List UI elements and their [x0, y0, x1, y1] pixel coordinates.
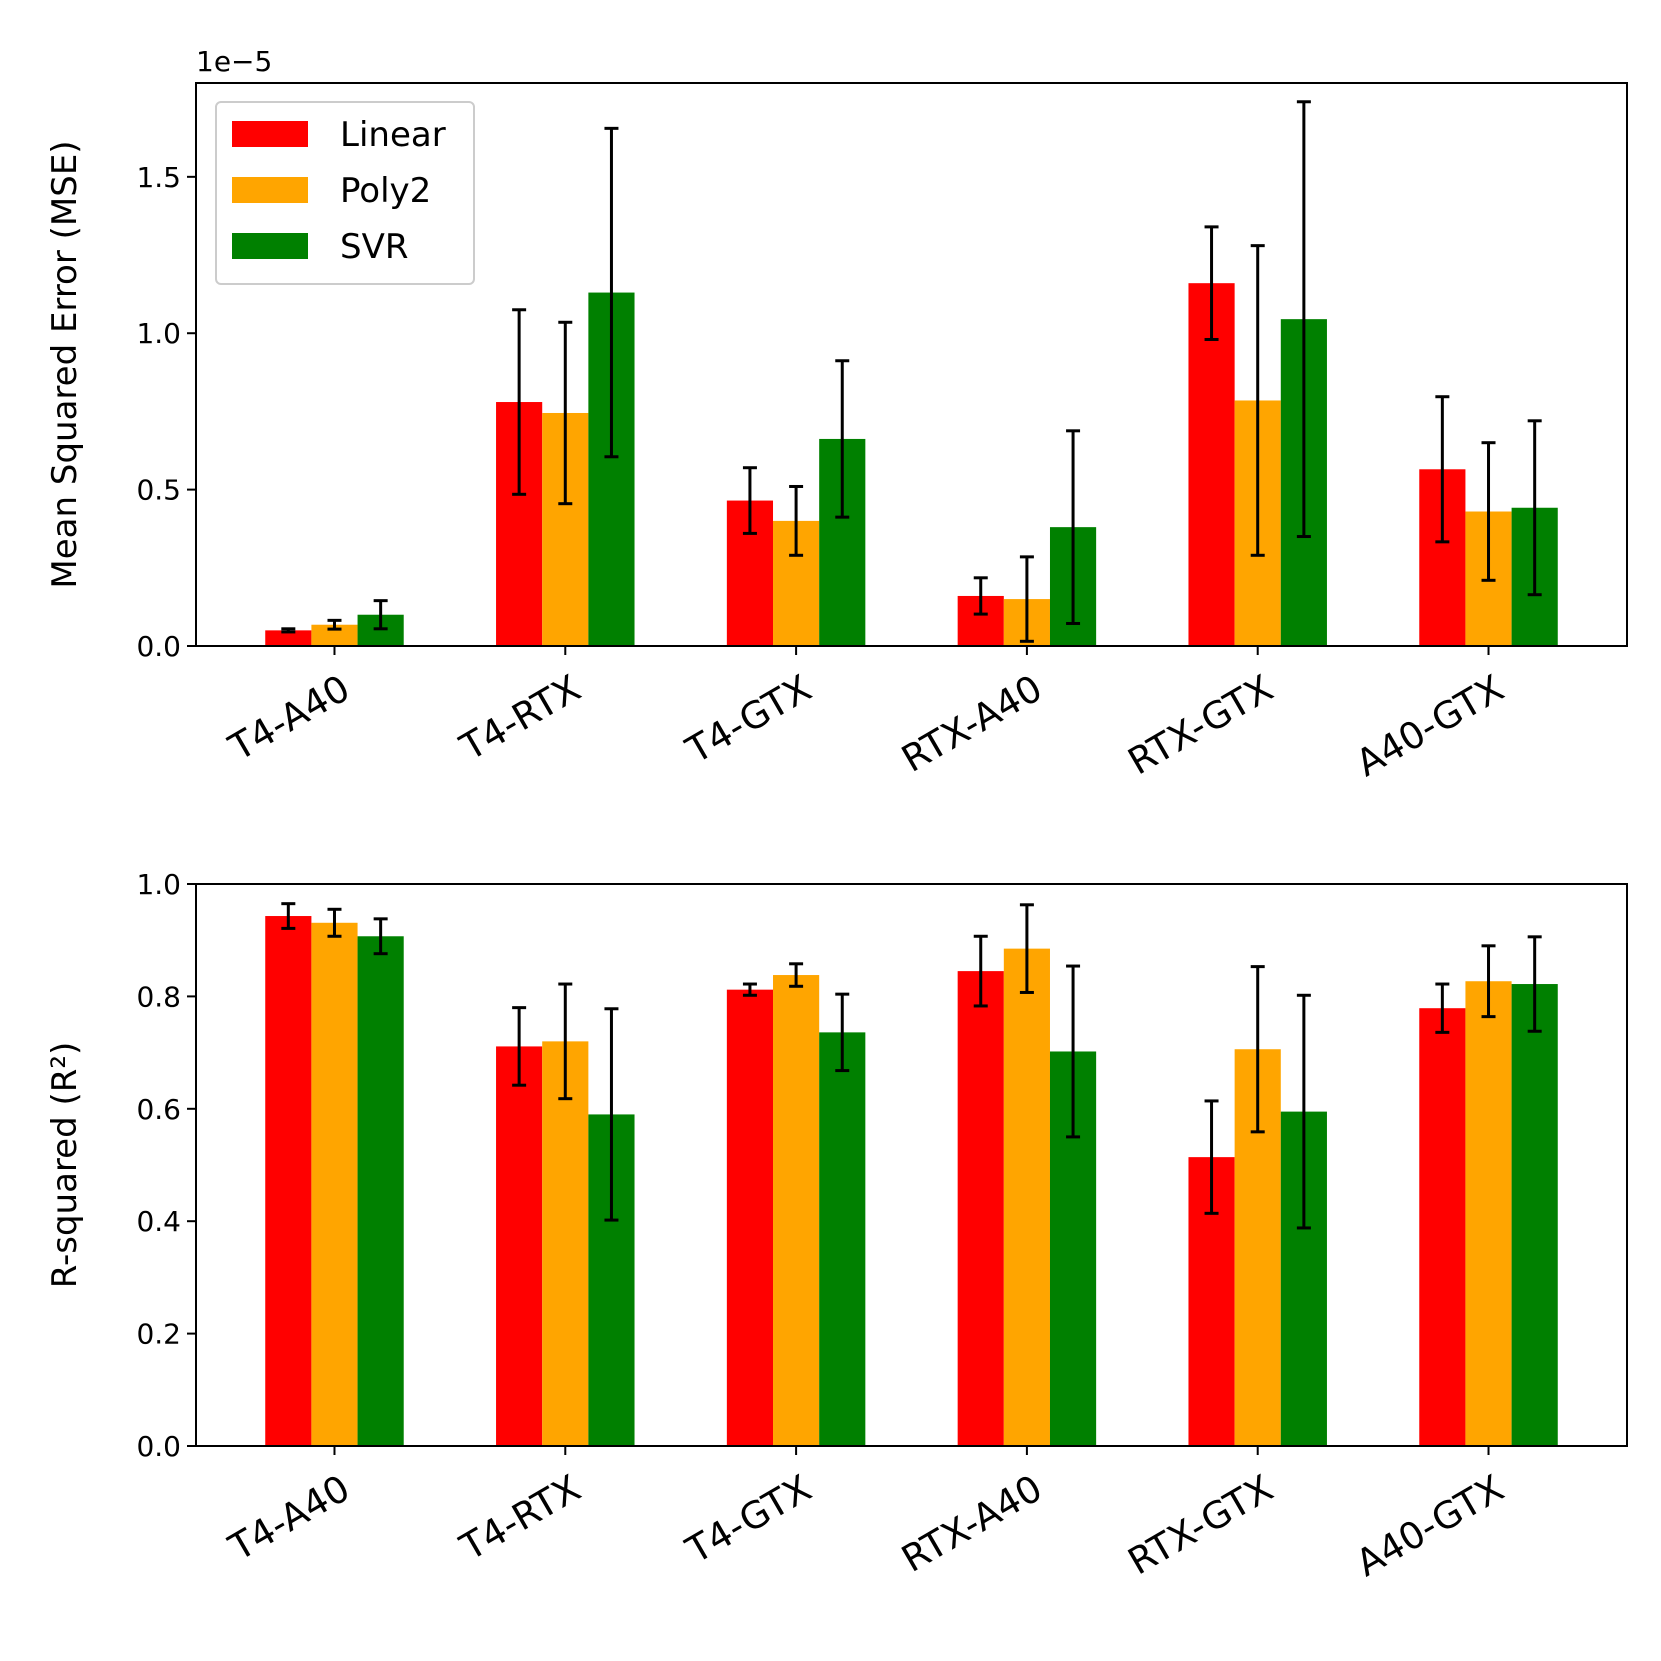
plot-frame — [195, 82, 1628, 647]
axis-offset-label: 1e−5 — [196, 45, 272, 78]
bar-poly2-t4-rtx — [542, 1041, 589, 1446]
legend-swatch-poly2 — [232, 177, 308, 203]
x-tick-label: T4-RTX — [452, 667, 587, 770]
r2-chart: 0.0 0.2 0.4 0.6 0.8 1.0 T4-A40 T4-RTX T4-GTX RTX-… — [45, 868, 1628, 1585]
error-bar-svr-rtx-a40 — [1066, 964, 1081, 1139]
bar-poly2-t4-a40 — [311, 624, 358, 646]
error-bar-linear-rtx-a40 — [973, 576, 988, 616]
legend-swatch-svr — [232, 233, 308, 259]
error-bar-svr-a40-gtx — [1527, 935, 1542, 1033]
x-tick-label: T4-A40 — [221, 1467, 357, 1570]
x-tick-label: RTX-GTX — [1121, 667, 1280, 784]
legend-label-linear: Linear — [340, 115, 446, 155]
bar-linear-a40-gtx — [1419, 1008, 1466, 1446]
bar-linear-t4-a40 — [265, 916, 312, 1446]
y-tick-label: 1.5 — [136, 161, 181, 194]
legend-label-poly2: Poly2 — [340, 171, 431, 211]
y-tick-label: 0.5 — [136, 474, 181, 507]
y-tick-label: 0.2 — [136, 1318, 181, 1351]
y-axis-label: Mean Squared Error (MSE) — [45, 140, 85, 588]
error-bar-poly2-a40-gtx — [1481, 441, 1496, 582]
error-bar-svr-t4-rtx — [604, 126, 619, 459]
error-bar-svr-t4-a40 — [373, 917, 388, 956]
x-tick-label: RTX-A40 — [894, 667, 1049, 781]
error-bar-linear-rtx-a40 — [973, 934, 988, 1008]
bar-svr-t4-a40 — [357, 936, 404, 1446]
error-bar-linear-rtx-gtx — [1204, 225, 1219, 341]
error-bar-linear-t4-rtx — [512, 1006, 527, 1087]
error-bar-linear-t4-gtx — [742, 466, 757, 535]
plot-frame — [195, 883, 1628, 1447]
bar-svr-t4-gtx — [819, 1032, 866, 1446]
bar-poly2-a40-gtx — [1465, 981, 1512, 1446]
error-bar-svr-t4-gtx — [835, 992, 850, 1073]
error-bar-poly2-rtx-gtx — [1250, 965, 1265, 1134]
error-bar-svr-a40-gtx — [1527, 419, 1542, 597]
error-bar-svr-t4-a40 — [373, 599, 388, 631]
error-bar-linear-t4-gtx — [742, 982, 757, 997]
legend-swatch-linear — [232, 121, 308, 147]
y-tick-label: 0.0 — [136, 1430, 181, 1463]
y-tick-label: 0.6 — [136, 1093, 181, 1126]
error-bar-poly2-t4-rtx — [558, 982, 573, 1101]
error-bar-svr-t4-rtx — [604, 1007, 619, 1222]
error-bar-poly2-t4-gtx — [789, 484, 804, 557]
bar-linear-t4-a40 — [265, 630, 312, 646]
bar-linear-t4-gtx — [726, 989, 774, 1446]
error-bar-poly2-rtx-gtx — [1250, 244, 1265, 557]
error-bar-poly2-rtx-a40 — [1019, 555, 1034, 643]
x-tick-label: A40-GTX — [1349, 1467, 1511, 1585]
y-tick-label: 0.0 — [136, 630, 181, 663]
error-bar-poly2-t4-rtx — [558, 320, 573, 506]
bar-linear-rtx-gtx — [1188, 283, 1235, 646]
legend-label-svr: SVR — [340, 227, 408, 267]
x-tick-label: RTX-A40 — [894, 1467, 1049, 1581]
bar-svr-a40-gtx — [1511, 984, 1558, 1446]
legend: Linear Poly2 SVR — [215, 101, 475, 285]
error-bar-linear-t4-a40 — [281, 627, 296, 634]
x-tick-label: T4-GTX — [678, 1467, 818, 1573]
error-bar-linear-t4-rtx — [512, 308, 527, 496]
y-tick-label: 1.0 — [136, 317, 181, 350]
error-bar-poly2-rtx-a40 — [1019, 903, 1034, 994]
bar-poly2-t4-gtx — [773, 975, 820, 1446]
error-bar-poly2-t4-a40 — [327, 907, 342, 938]
error-bar-svr-rtx-a40 — [1066, 429, 1081, 625]
x-tick-label: T4-A40 — [221, 667, 357, 770]
bar-poly2-rtx-a40 — [1003, 948, 1050, 1446]
bar-linear-t4-rtx — [496, 1046, 543, 1446]
mse-chart: 0.0 0.5 1.0 1.5 T4-A40 T4-RTX T4-GTX RTX-A40 RTX… — [45, 45, 1628, 785]
error-bar-poly2-t4-gtx — [789, 962, 804, 988]
error-bar-svr-t4-gtx — [835, 359, 850, 519]
error-bar-linear-a40-gtx — [1435, 395, 1450, 544]
error-bar-svr-rtx-gtx — [1296, 993, 1311, 1230]
y-tick-label: 1.0 — [136, 868, 181, 901]
x-tick-label: RTX-GTX — [1121, 1467, 1280, 1584]
error-bar-svr-rtx-gtx — [1296, 100, 1311, 539]
error-bar-linear-rtx-gtx — [1204, 1099, 1219, 1215]
bar-linear-rtx-a40 — [957, 971, 1004, 1446]
x-tick-label: A40-GTX — [1349, 667, 1511, 785]
error-bar-poly2-a40-gtx — [1481, 944, 1496, 1019]
x-tick-label: T4-GTX — [678, 667, 818, 773]
error-bar-poly2-t4-a40 — [327, 618, 342, 631]
y-tick-label: 0.4 — [136, 1205, 181, 1238]
y-axis-label: R-squared (R²) — [45, 1042, 85, 1289]
bar-poly2-t4-a40 — [311, 922, 358, 1446]
x-tick-label: T4-RTX — [452, 1467, 587, 1570]
y-tick-label: 0.8 — [136, 980, 181, 1013]
error-bar-linear-t4-a40 — [281, 902, 296, 930]
error-bar-linear-a40-gtx — [1435, 982, 1450, 1034]
